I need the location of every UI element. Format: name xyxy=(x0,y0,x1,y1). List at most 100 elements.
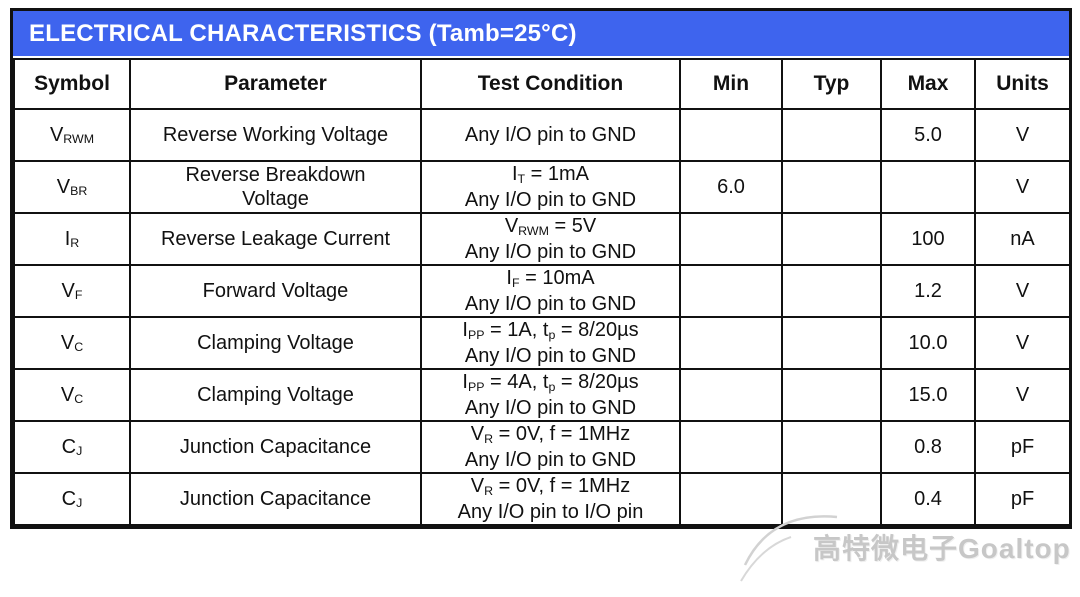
symbol-cell: IR xyxy=(13,212,131,266)
parameter-cell: Junction Capacitance xyxy=(129,472,422,526)
table-row: CJ Junction Capacitance VR = 0V, f = 1MH… xyxy=(13,420,1071,474)
column-header-test-condition: Test Condition xyxy=(420,58,681,110)
parameter-line: Clamping Voltage xyxy=(197,332,354,354)
min-cell xyxy=(679,472,783,526)
symbol-cell: CJ xyxy=(13,420,131,474)
table-row: VC Clamping Voltage IPP = 1A, tp = 8/20µ… xyxy=(13,316,1071,370)
parameter-line: Reverse Leakage Current xyxy=(160,228,390,250)
typ-cell xyxy=(781,264,882,318)
parameter-cell: Reverse Leakage Current xyxy=(129,212,422,266)
condition-line: Any I/O pin to GND xyxy=(464,241,637,263)
section-title-bar: ELECTRICAL CHARACTERISTICS (Tamb=25°C) xyxy=(13,11,1069,56)
table-row: VRWM Reverse Working Voltage Any I/O pin… xyxy=(13,108,1071,162)
condition-line: Any I/O pin to I/O pin xyxy=(457,501,644,523)
min-cell xyxy=(679,368,783,422)
parameter-line: Reverse Working Voltage xyxy=(162,124,389,146)
parameter-cell: Reverse Breakdown Voltage xyxy=(129,160,422,214)
min-cell: 6.0 xyxy=(679,160,783,214)
max-cell: 10.0 xyxy=(880,316,976,370)
parameter-cell: Junction Capacitance xyxy=(129,420,422,474)
column-header-parameter: Parameter xyxy=(129,58,422,110)
condition-line: Any I/O pin to GND xyxy=(464,124,637,146)
table-row: IR Reverse Leakage Current VRWM = 5V Any… xyxy=(13,212,1071,266)
condition-line: VR = 0V, f = 1MHz xyxy=(470,475,631,498)
max-cell xyxy=(880,160,976,214)
parameter-cell: Forward Voltage xyxy=(129,264,422,318)
condition-line: VR = 0V, f = 1MHz xyxy=(470,423,631,446)
min-cell xyxy=(679,420,783,474)
typ-cell xyxy=(781,108,882,162)
units-cell: pF xyxy=(974,472,1071,526)
max-cell: 15.0 xyxy=(880,368,976,422)
condition-line: IT = 1mA xyxy=(511,163,590,186)
condition-line: Any I/O pin to GND xyxy=(464,189,637,211)
typ-cell xyxy=(781,316,882,370)
min-cell xyxy=(679,108,783,162)
typ-cell xyxy=(781,420,882,474)
header-row: Symbol Parameter Test Condition Min Typ … xyxy=(13,58,1071,110)
electrical-characteristics-section: ELECTRICAL CHARACTERISTICS (Tamb=25°C) S… xyxy=(10,8,1072,529)
column-header-typ: Typ xyxy=(781,58,882,110)
typ-cell xyxy=(781,368,882,422)
parameter-line: Clamping Voltage xyxy=(197,384,354,406)
max-cell: 0.8 xyxy=(880,420,976,474)
watermark-text: 高特微电子Goaltop xyxy=(813,533,1071,564)
typ-cell xyxy=(781,212,882,266)
min-cell xyxy=(679,212,783,266)
units-cell: V xyxy=(974,368,1071,422)
units-cell: V xyxy=(974,160,1071,214)
condition-cell: VRWM = 5V Any I/O pin to GND xyxy=(420,212,681,266)
section-title: ELECTRICAL CHARACTERISTICS (Tamb=25°C) xyxy=(29,19,577,47)
symbol-cell: VC xyxy=(13,368,131,422)
condition-line: IPP = 4A, tp = 8/20µs xyxy=(462,371,639,394)
parameter-line: Reverse Breakdown xyxy=(185,164,366,186)
condition-cell: IPP = 1A, tp = 8/20µs Any I/O pin to GND xyxy=(420,316,681,370)
parameter-cell: Clamping Voltage xyxy=(129,316,422,370)
condition-line: Any I/O pin to GND xyxy=(464,345,637,367)
symbol-cell: VRWM xyxy=(13,108,131,162)
parameter-cell: Reverse Working Voltage xyxy=(129,108,422,162)
parameter-line: Junction Capacitance xyxy=(179,436,372,458)
condition-cell: VR = 0V, f = 1MHz Any I/O pin to GND xyxy=(420,420,681,474)
condition-line: Any I/O pin to GND xyxy=(464,397,637,419)
column-header-max: Max xyxy=(880,58,976,110)
condition-line: IF = 10mA xyxy=(506,267,595,290)
typ-cell xyxy=(781,160,882,214)
max-cell: 100 xyxy=(880,212,976,266)
condition-cell: IF = 10mA Any I/O pin to GND xyxy=(420,264,681,318)
symbol-cell: VBR xyxy=(13,160,131,214)
symbol-cell: VF xyxy=(13,264,131,318)
watermark-logo-icon xyxy=(740,515,838,582)
electrical-characteristics-table: Symbol Parameter Test Condition Min Typ … xyxy=(13,58,1071,526)
parameter-line: Forward Voltage xyxy=(202,280,349,302)
units-cell: V xyxy=(974,316,1071,370)
condition-line: IPP = 1A, tp = 8/20µs xyxy=(462,319,639,342)
max-cell: 0.4 xyxy=(880,472,976,526)
units-cell: pF xyxy=(974,420,1071,474)
column-header-symbol: Symbol xyxy=(13,58,131,110)
column-header-units: Units xyxy=(974,58,1071,110)
table-row: VBR Reverse Breakdown Voltage IT = 1mA A… xyxy=(13,160,1071,214)
table-row: VF Forward Voltage IF = 10mA Any I/O pin… xyxy=(13,264,1071,318)
parameter-line: Voltage xyxy=(242,188,309,210)
units-cell: V xyxy=(974,108,1071,162)
condition-cell: VR = 0V, f = 1MHz Any I/O pin to I/O pin xyxy=(420,472,681,526)
symbol-cell: VC xyxy=(13,316,131,370)
max-cell: 5.0 xyxy=(880,108,976,162)
condition-line: Any I/O pin to GND xyxy=(464,293,637,315)
table-row: VC Clamping Voltage IPP = 4A, tp = 8/20µ… xyxy=(13,368,1071,422)
condition-line: Any I/O pin to GND xyxy=(464,449,637,471)
condition-cell: Any I/O pin to GND xyxy=(420,108,681,162)
units-cell: V xyxy=(974,264,1071,318)
parameter-line: Junction Capacitance xyxy=(179,488,372,510)
min-cell xyxy=(679,264,783,318)
condition-cell: IT = 1mA Any I/O pin to GND xyxy=(420,160,681,214)
units-cell: nA xyxy=(974,212,1071,266)
min-cell xyxy=(679,316,783,370)
max-cell: 1.2 xyxy=(880,264,976,318)
condition-cell: IPP = 4A, tp = 8/20µs Any I/O pin to GND xyxy=(420,368,681,422)
parameter-cell: Clamping Voltage xyxy=(129,368,422,422)
symbol-cell: CJ xyxy=(13,472,131,526)
table-row: CJ Junction Capacitance VR = 0V, f = 1MH… xyxy=(13,472,1071,526)
